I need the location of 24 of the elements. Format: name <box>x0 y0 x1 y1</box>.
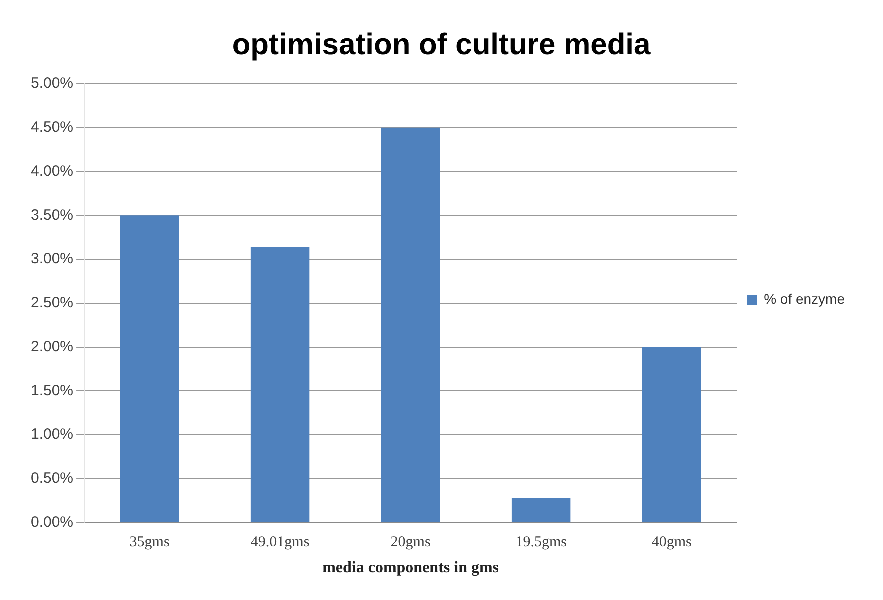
bar <box>642 347 702 522</box>
y-tick-label: 0.00% <box>30 514 74 531</box>
x-tick-label: 40gms <box>652 534 692 551</box>
y-tick-label: 5.00% <box>30 75 74 92</box>
legend-label: % of enzyme <box>764 290 846 307</box>
bar <box>250 247 310 522</box>
x-axis-title: media components in gms <box>322 560 500 577</box>
x-tick-label: 35gms <box>130 534 170 551</box>
bar <box>381 128 440 522</box>
x-tick-label: 49.01gms <box>250 534 310 551</box>
y-tick-label: 1.50% <box>30 382 74 400</box>
bar <box>512 498 571 522</box>
y-tick-label: 2.00% <box>30 338 74 356</box>
y-tick-label: 2.50% <box>30 294 74 312</box>
y-tick-label: 0.50% <box>30 470 74 488</box>
y-tick-label: 1.00% <box>30 426 74 444</box>
x-tick-label: 20gms <box>390 534 431 551</box>
y-tick-label: 3.50% <box>30 206 74 224</box>
y-tick-label: 4.50% <box>30 119 74 136</box>
bar <box>120 216 180 522</box>
y-tick-label: 3.00% <box>30 250 74 268</box>
chart-title: optimisation of culture media <box>232 28 651 62</box>
x-tick-label: 19.5gms <box>516 534 568 551</box>
y-tick-label: 4.00% <box>30 162 74 180</box>
